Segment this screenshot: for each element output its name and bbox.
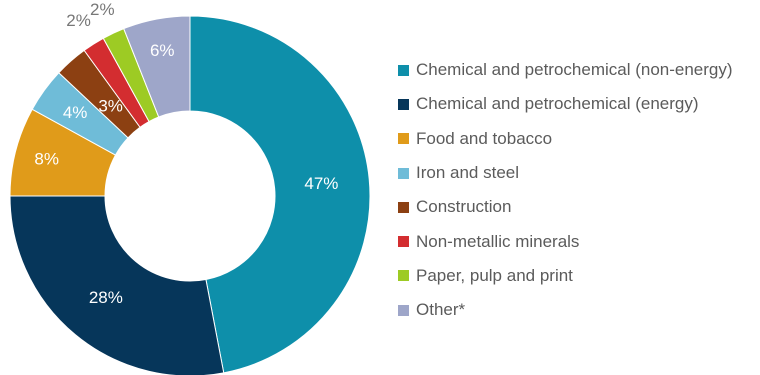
slice-label-chemical-and-petrochemical-non-energy: 47% [304,174,338,193]
slice-chemical-and-petrochemical-non-energy [189,15,371,374]
slice-label-iron-and-steel: 4% [63,103,88,122]
legend-item-other: Other* [398,293,733,327]
legend-swatch [398,64,409,76]
slice-label-chemical-and-petrochemical-energy: 28% [89,288,123,307]
slice-label-non-metallic-minerals: 2% [66,11,91,30]
legend-label: Food and tobacco [416,128,553,148]
slice-label-other: 6% [150,41,175,60]
slice-other [123,15,191,118]
donut-slices [9,15,371,375]
slice-chemical-and-petrochemical-energy [9,195,225,375]
legend-swatch [398,236,409,248]
legend-item-food-and-tobacco: Food and tobacco [398,122,733,156]
legend-label: Non-metallic minerals [416,231,580,251]
legend-swatch [398,304,409,316]
legend-item-chemical-and-petrochemical-non-energy: Chemical and petrochemical (non-energy) [398,53,733,87]
legend-item-non-metallic-minerals: Non-metallic minerals [398,224,733,258]
legend-swatch [398,167,409,179]
legend-swatch [398,270,409,282]
legend-item-paper-pulp-and-print: Paper, pulp and print [398,259,733,293]
slice-label-paper-pulp-and-print: 2% [90,0,115,19]
legend-label: Construction [416,197,512,217]
slice-labels: 47% 28% 8% 4% 3% 2%2% 6% [34,0,338,307]
donut-chart: 47% 28% 8% 4% 3% 2%2% 6% [9,0,371,375]
legend-label: Paper, pulp and print [416,265,573,285]
legend-swatch [398,133,409,145]
legend-item-iron-and-steel: Iron and steel [398,156,733,190]
legend: Chemical and petrochemical (non-energy) C… [398,53,733,327]
legend-item-chemical-and-petrochemical-energy: Chemical and petrochemical (energy) [398,87,733,121]
legend-item-construction: Construction [398,190,733,224]
legend-label: Chemical and petrochemical (energy) [416,94,699,114]
legend-label: Other* [416,300,466,320]
legend-swatch [398,98,409,110]
slice-label-construction: 3% [98,96,123,115]
legend-swatch [398,201,409,213]
legend-label: Chemical and petrochemical (non-energy) [416,60,733,80]
legend-label: Iron and steel [416,163,520,183]
slice-label-food-and-tobacco: 8% [34,150,59,169]
